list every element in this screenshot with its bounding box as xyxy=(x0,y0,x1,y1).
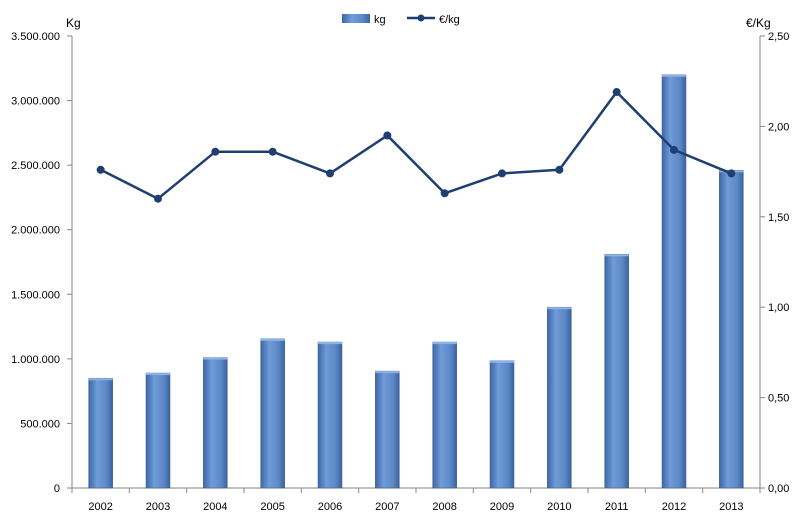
left-tick-label: 1.000.000 xyxy=(11,354,60,366)
point-eur-per-kg-2009 xyxy=(498,169,506,178)
left-tick-label: 3.000.000 xyxy=(11,96,60,108)
bar-top-highlight xyxy=(604,254,629,257)
legend-swatch-kg xyxy=(342,14,370,23)
legend: kg €/kg xyxy=(342,14,460,26)
x-tick-label: 2005 xyxy=(260,501,284,513)
x-tick-label: 2013 xyxy=(719,501,743,513)
x-tick-label: 2006 xyxy=(318,501,342,513)
point-eur-per-kg-2010 xyxy=(555,165,564,174)
point-eur-per-kg-2003 xyxy=(154,194,162,203)
bar-top-highlight xyxy=(375,371,400,374)
tick-labels: 0 500.000 1.000.000 1.500.000 2.000.000 2.500… xyxy=(11,31,789,513)
bar-kg-2011 xyxy=(604,254,629,489)
point-eur-per-kg-2007 xyxy=(383,131,392,140)
bar-top-highlight xyxy=(146,373,170,376)
point-eur-per-kg-2011 xyxy=(612,88,621,97)
left-tick-label: 2.000.000 xyxy=(11,225,60,237)
x-tick-label: 2010 xyxy=(547,501,571,513)
bar-top-highlight xyxy=(203,357,228,360)
bar-top-highlight xyxy=(490,360,514,363)
line-eur-per-kg xyxy=(100,90,732,200)
x-tick-label: 2002 xyxy=(88,501,112,513)
x-tick-label: 2009 xyxy=(490,501,514,513)
bar-kg-2005 xyxy=(260,338,285,489)
bar-top-highlight xyxy=(260,338,285,341)
left-tick-label: 3.500.000 xyxy=(11,31,60,43)
point-eur-per-kg-2002 xyxy=(96,165,105,174)
point-eur-per-kg-2006 xyxy=(326,169,334,178)
left-tick-label: 0 xyxy=(54,483,60,495)
right-axis-title: €/Kg xyxy=(746,16,771,30)
right-tick-label: 2,50 xyxy=(768,31,789,43)
x-tick-label: 2012 xyxy=(662,501,686,513)
bar-kg-2006 xyxy=(317,341,343,489)
bar-top-highlight xyxy=(318,342,342,345)
bars xyxy=(88,74,744,489)
x-tick-label: 2008 xyxy=(432,501,456,513)
point-eur-per-kg-2004 xyxy=(211,147,220,156)
axes xyxy=(67,35,765,493)
left-tick-label: 1.500.000 xyxy=(11,289,60,301)
x-tick-label: 2004 xyxy=(203,501,227,513)
bar-kg-2003 xyxy=(145,372,171,489)
bar-kg-2012 xyxy=(661,74,687,489)
right-tick-label: 0,00 xyxy=(768,483,789,495)
point-eur-per-kg-2008 xyxy=(440,189,449,198)
legend-marker-eur xyxy=(417,14,425,22)
bar-kg-2010 xyxy=(547,306,572,489)
legend-label-eur: €/kg xyxy=(439,14,460,26)
left-axis-title: Kg xyxy=(66,16,81,30)
x-tick-label: 2003 xyxy=(146,501,170,513)
bar-kg-2009 xyxy=(489,360,515,489)
bar-kg-2008 xyxy=(432,341,457,489)
legend-label-kg: kg xyxy=(374,14,386,26)
point-eur-per-kg-2013 xyxy=(727,169,736,178)
left-tick-label: 500.000 xyxy=(20,418,60,430)
x-tick-label: 2007 xyxy=(375,501,399,513)
line-series xyxy=(96,88,736,203)
right-tick-label: 2,00 xyxy=(768,121,789,133)
point-eur-per-kg-2005 xyxy=(268,147,277,156)
bar-top-highlight xyxy=(547,307,572,310)
bar-kg-2013 xyxy=(719,170,744,489)
bar-kg-2004 xyxy=(203,357,228,489)
bar-top-highlight xyxy=(662,74,686,77)
bar-kg-2002 xyxy=(88,377,113,489)
left-tick-label: 2.500.000 xyxy=(11,160,60,172)
right-tick-label: 0,50 xyxy=(768,393,789,405)
x-tick-label: 2011 xyxy=(605,501,629,513)
point-eur-per-kg-2012 xyxy=(670,145,678,154)
bar-top-highlight xyxy=(432,342,457,345)
right-tick-label: 1,00 xyxy=(768,302,789,314)
right-tick-label: 1,50 xyxy=(768,212,789,224)
bar-kg-2007 xyxy=(375,370,400,489)
bar-top-highlight xyxy=(88,378,113,381)
